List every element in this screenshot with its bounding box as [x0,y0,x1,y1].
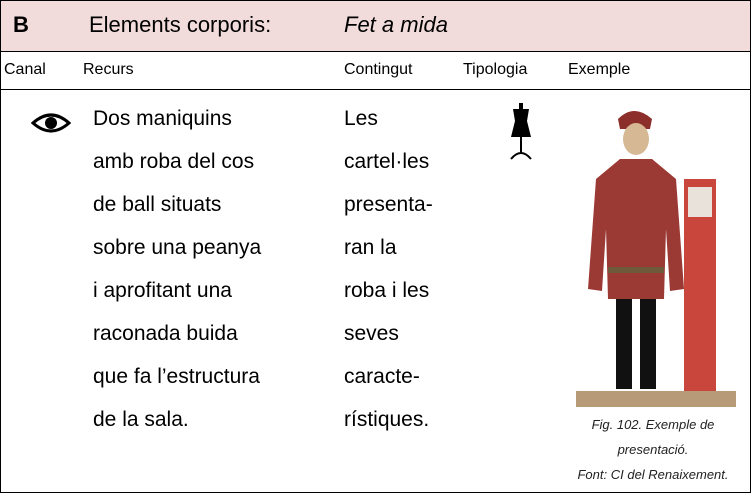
dress-form-icon [510,103,532,160]
contingut-line: presenta- [344,193,433,216]
header-title: Elements corporis: [89,12,272,37]
column-header: Canal [4,61,46,78]
header-letter: B [13,12,29,37]
row-divider [1,89,750,90]
recurs-line: de la sala. [93,408,189,431]
recurs-line: amb roba del cos [93,150,255,173]
header-band [1,1,750,52]
contingut-line: Les [344,107,378,130]
column-header: Recurs [83,61,134,78]
header-subtitle: Fet a mida [344,12,448,37]
mannequin-photo [576,111,736,407]
contingut-line: rístiques. [344,408,430,431]
column-header: Exemple [568,61,631,78]
recurs-line: que fa l’estructura [93,365,260,388]
eye-icon [31,113,71,133]
caption-line: presentació. [617,442,689,457]
recurs-line: raconada buida [93,322,238,345]
recurs-line: de ball situats [93,193,222,216]
contingut-line: roba i les [344,279,430,302]
column-header: Tipologia [463,61,528,78]
column-header: Contingut [344,61,413,78]
contingut-line: seves [344,322,399,345]
caption-line: Fig. 102. Exemple de [591,417,715,432]
contingut-line: ran la [344,236,397,259]
recurs-line: i aprofitant una [93,279,232,302]
recurs-line: sobre una peanya [93,236,262,259]
contingut-line: caracte- [344,365,420,388]
caption-line: Font: CI del Renaixement. [577,467,729,482]
recurs-line: Dos maniquins [93,107,232,130]
contingut-line: cartel·les [344,150,430,173]
